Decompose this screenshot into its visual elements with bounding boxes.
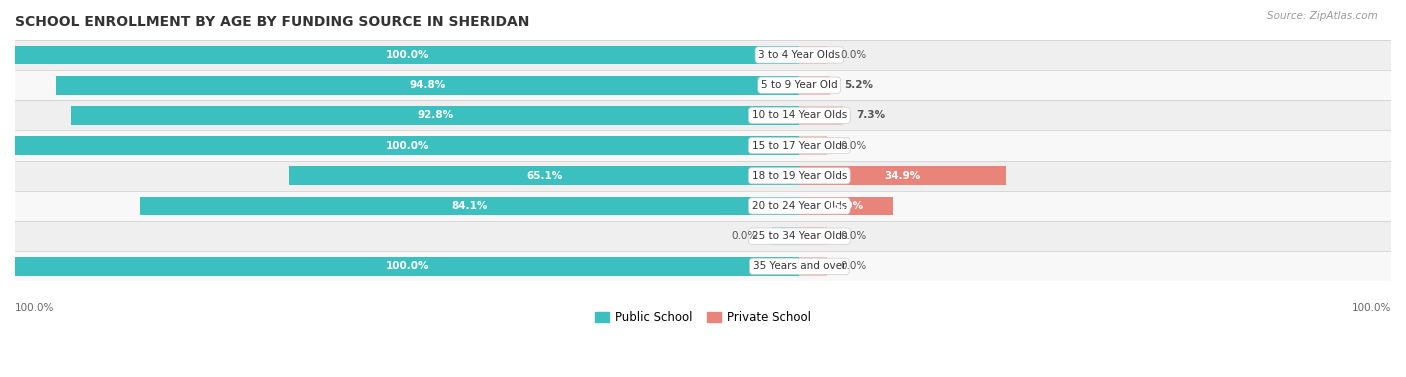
Text: 0.0%: 0.0% bbox=[841, 261, 868, 271]
Bar bbox=[772, 227, 800, 245]
Bar bbox=[72, 106, 800, 125]
Bar bbox=[15, 221, 1391, 251]
Bar bbox=[15, 46, 800, 64]
Bar bbox=[15, 130, 1391, 161]
Text: 15.9%: 15.9% bbox=[828, 201, 865, 211]
Bar bbox=[15, 40, 1391, 70]
Bar bbox=[800, 227, 827, 245]
Bar bbox=[15, 251, 1391, 281]
Text: 34.9%: 34.9% bbox=[884, 171, 921, 181]
Text: SCHOOL ENROLLMENT BY AGE BY FUNDING SOURCE IN SHERIDAN: SCHOOL ENROLLMENT BY AGE BY FUNDING SOUR… bbox=[15, 15, 530, 29]
Text: 5.2%: 5.2% bbox=[844, 80, 873, 90]
Bar bbox=[800, 46, 827, 64]
Text: 94.8%: 94.8% bbox=[409, 80, 446, 90]
Bar bbox=[56, 76, 800, 95]
Bar bbox=[15, 257, 800, 276]
Text: 20 to 24 Year Olds: 20 to 24 Year Olds bbox=[752, 201, 846, 211]
Text: Source: ZipAtlas.com: Source: ZipAtlas.com bbox=[1267, 11, 1378, 21]
Bar bbox=[800, 166, 1005, 185]
Text: 10 to 14 Year Olds: 10 to 14 Year Olds bbox=[752, 110, 846, 120]
Text: 100.0%: 100.0% bbox=[385, 50, 429, 60]
Legend: Public School, Private School: Public School, Private School bbox=[591, 306, 815, 329]
Text: 25 to 34 Year Olds: 25 to 34 Year Olds bbox=[752, 231, 846, 241]
Text: 100.0%: 100.0% bbox=[1351, 303, 1391, 313]
Text: 84.1%: 84.1% bbox=[451, 201, 488, 211]
Text: 100.0%: 100.0% bbox=[385, 261, 429, 271]
Text: 35 Years and over: 35 Years and over bbox=[752, 261, 846, 271]
Bar bbox=[288, 166, 800, 185]
Text: 0.0%: 0.0% bbox=[841, 50, 868, 60]
Bar bbox=[15, 136, 800, 155]
Bar bbox=[800, 136, 827, 155]
Text: 0.0%: 0.0% bbox=[731, 231, 758, 241]
Text: 3 to 4 Year Olds: 3 to 4 Year Olds bbox=[758, 50, 841, 60]
Bar bbox=[15, 161, 1391, 191]
Text: 15 to 17 Year Olds: 15 to 17 Year Olds bbox=[752, 141, 846, 150]
Bar bbox=[139, 196, 800, 215]
Bar bbox=[15, 191, 1391, 221]
Bar bbox=[800, 76, 830, 95]
Text: 18 to 19 Year Olds: 18 to 19 Year Olds bbox=[752, 171, 846, 181]
Text: 100.0%: 100.0% bbox=[15, 303, 55, 313]
Bar bbox=[800, 196, 893, 215]
Text: 0.0%: 0.0% bbox=[841, 231, 868, 241]
Text: 100.0%: 100.0% bbox=[385, 141, 429, 150]
Text: 7.3%: 7.3% bbox=[856, 110, 886, 120]
Text: 65.1%: 65.1% bbox=[526, 171, 562, 181]
Text: 92.8%: 92.8% bbox=[418, 110, 454, 120]
Bar bbox=[15, 100, 1391, 130]
Text: 0.0%: 0.0% bbox=[841, 141, 868, 150]
Bar bbox=[15, 70, 1391, 100]
Bar bbox=[800, 257, 827, 276]
Bar bbox=[800, 106, 842, 125]
Text: 5 to 9 Year Old: 5 to 9 Year Old bbox=[761, 80, 838, 90]
